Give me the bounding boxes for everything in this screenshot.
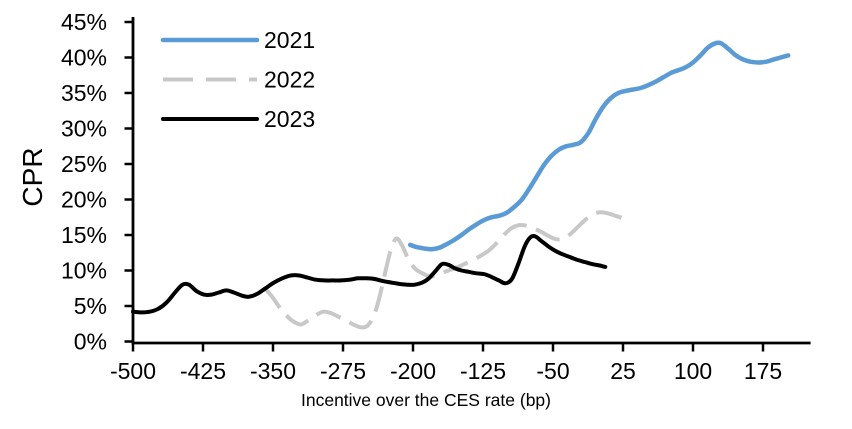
- series-line-2023: [131, 233, 608, 315]
- y-tick-label: 25%: [61, 151, 107, 177]
- series-line-2022: [262, 210, 623, 330]
- legend-label-2022: 2022: [264, 67, 315, 93]
- y-tick-label: 40%: [61, 45, 107, 71]
- x-tick-label: -500: [110, 358, 156, 384]
- series-line-2021: [407, 40, 791, 252]
- x-tick-label: -125: [460, 358, 506, 384]
- x-tick-label: -275: [320, 358, 366, 384]
- y-tick-label: 15%: [61, 222, 107, 248]
- legend-label-2021: 2021: [264, 27, 315, 53]
- y-tick-label: 30%: [61, 116, 107, 142]
- x-tick-label: 100: [674, 358, 712, 384]
- y-tick-label: 10%: [61, 258, 107, 284]
- x-tick-label: -50: [536, 358, 569, 384]
- x-tick-label: -425: [180, 358, 226, 384]
- x-tick-label: 25: [610, 358, 636, 384]
- y-tick-label: 20%: [61, 187, 107, 213]
- y-tick-label: 35%: [61, 80, 107, 106]
- x-tick-label: 175: [744, 358, 782, 384]
- y-axis-title: CPR: [17, 147, 48, 207]
- x-axis-title: Incentive over the CES rate (bp): [301, 390, 551, 410]
- x-tick-label: -200: [390, 358, 436, 384]
- y-tick-label: 5%: [74, 293, 107, 319]
- x-tick-label: -350: [250, 358, 296, 384]
- y-tick-label: 45%: [61, 9, 107, 35]
- y-tick-label: 0%: [74, 329, 107, 355]
- legend-label-2023: 2023: [264, 106, 315, 132]
